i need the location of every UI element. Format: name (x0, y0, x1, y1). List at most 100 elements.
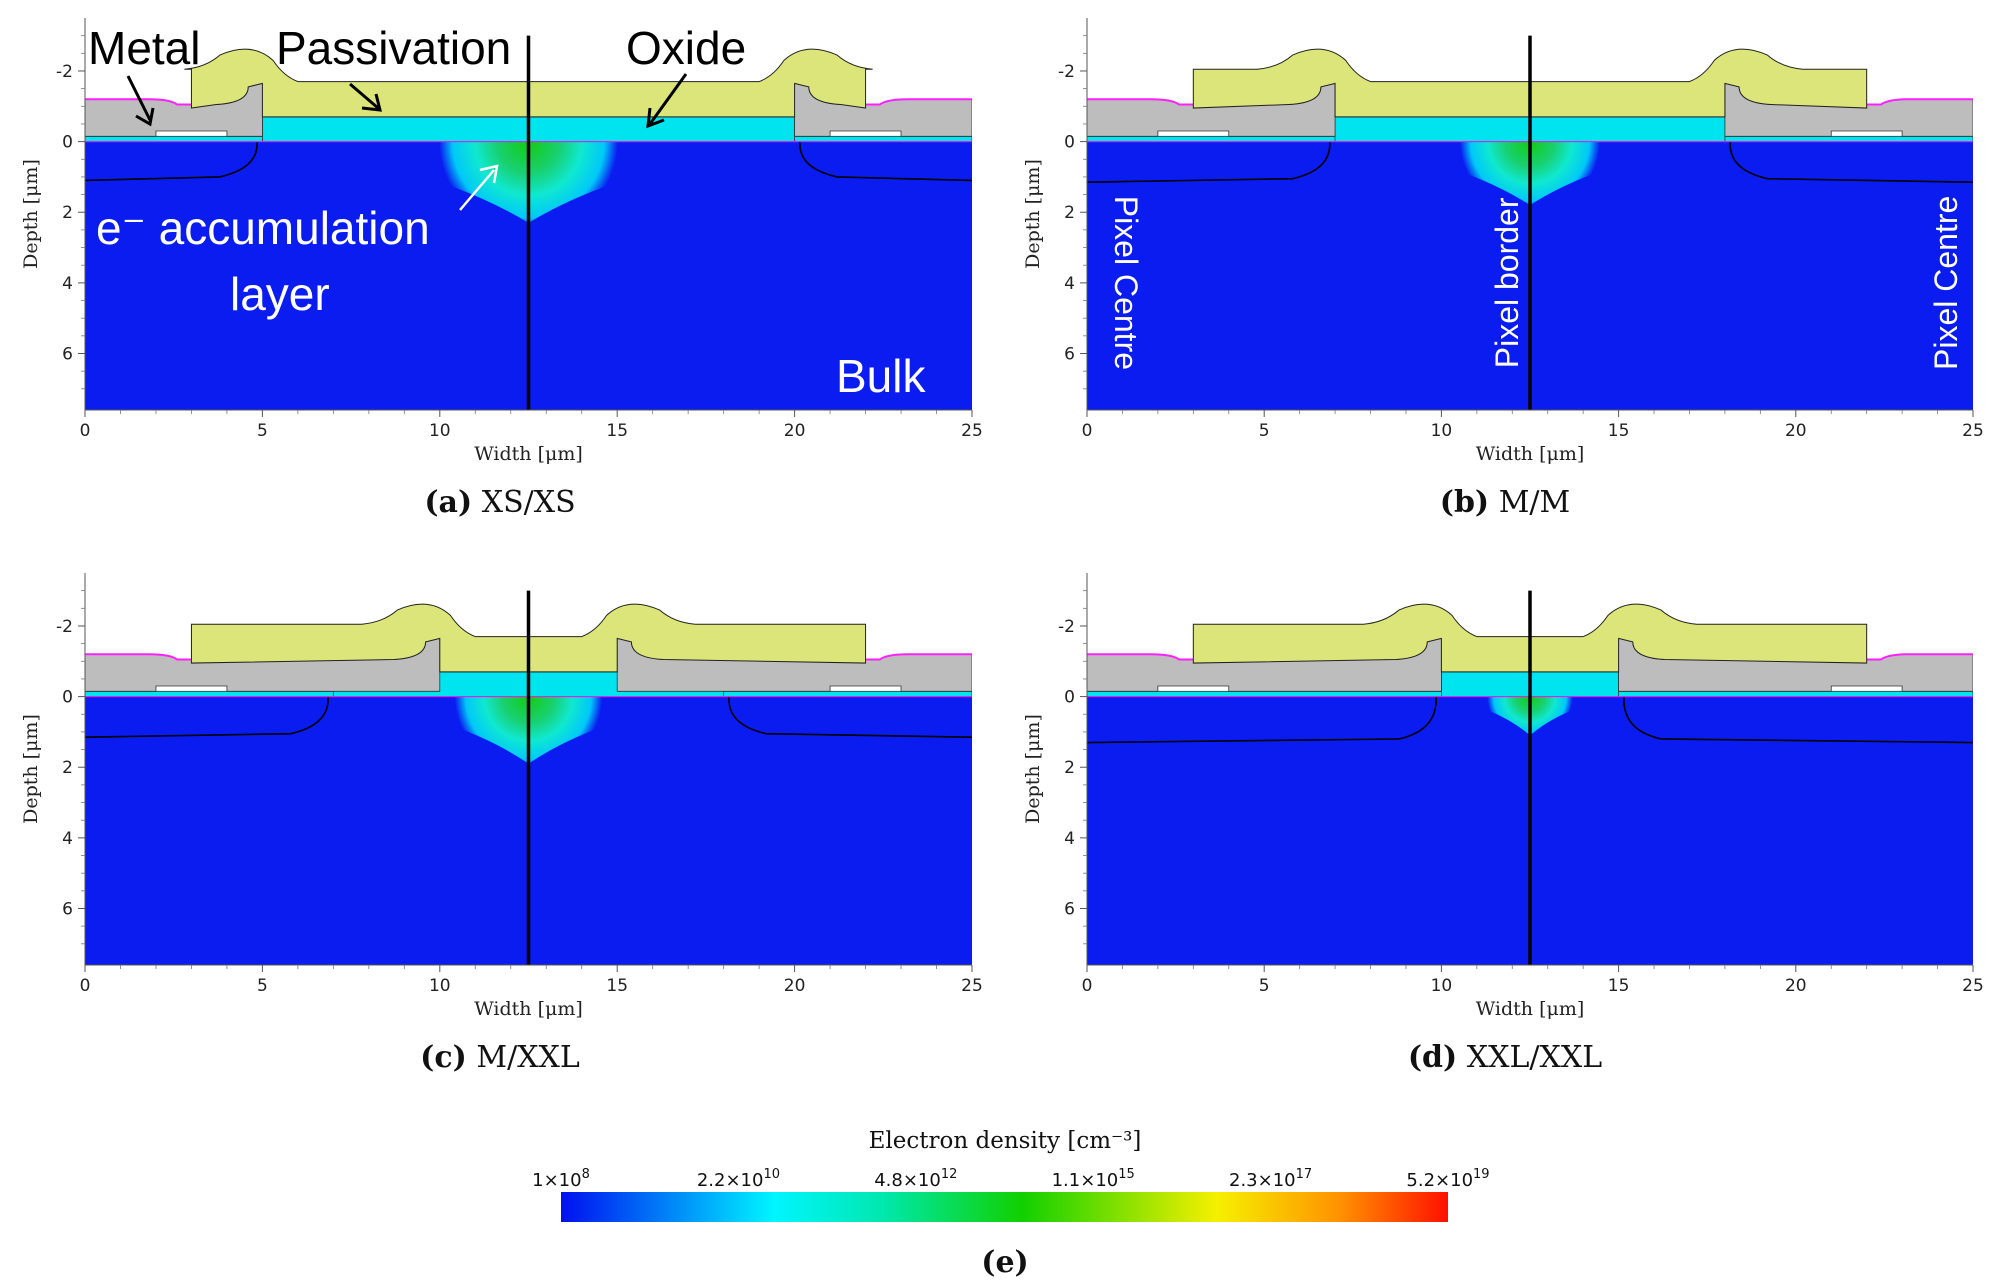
y-tick-label: 6 (1064, 344, 1075, 364)
y-tick-label: 0 (62, 688, 73, 708)
y-tick-label: 2 (1064, 203, 1075, 223)
label-pixel-centre-left: Pixel Centre (1108, 196, 1144, 370)
y-tick-label: 6 (62, 344, 73, 364)
metal-edge-right (865, 98, 972, 106)
colorbar-tick-label: 2.2×1010 (697, 1167, 780, 1191)
colorbar-tick-label: 5.2×1019 (1406, 1167, 1489, 1191)
metal-edge-right (1866, 98, 1973, 106)
x-tick-label: 0 (1082, 421, 1093, 441)
y-tick-label: 4 (1064, 829, 1075, 849)
y-tick-label: -2 (1058, 617, 1075, 637)
colorbar-tick-label: 2.3×1017 (1229, 1167, 1312, 1191)
x-tick-label: 10 (429, 976, 451, 996)
x-axis-label: Width [μm] (474, 443, 583, 465)
boundary-line-left (85, 141, 258, 182)
panel-d: 0 5 10 15 20 25 -2 0 2 4 6 Width [μm] Depth [μm] (1022, 573, 1984, 1020)
y-axis-label: Depth [μm] (20, 714, 42, 824)
label-oxide: Oxide (626, 22, 746, 74)
y-tick-label: 2 (1064, 758, 1075, 778)
y-tick-label: 0 (1064, 133, 1075, 153)
x-tick-label: 25 (961, 976, 983, 996)
boundary-line-right (728, 696, 972, 739)
caption-b: (b) M/M (1439, 485, 1571, 520)
colorbar-tick-label: 1×108 (532, 1167, 590, 1191)
x-tick-label: 25 (1962, 976, 1984, 996)
x-tick-label: 20 (1785, 976, 1807, 996)
y-tick-label: 4 (62, 829, 73, 849)
x-tick-label: 5 (257, 976, 268, 996)
label-passivation: Passivation (276, 22, 511, 74)
x-tick-label: 0 (80, 976, 91, 996)
boundary-line-right (799, 141, 972, 182)
x-tick-label: 25 (1962, 421, 1984, 441)
x-axis-label: Width [μm] (1476, 998, 1585, 1020)
metal-edge-right (1866, 653, 1973, 661)
boundary-line-right (1729, 141, 1973, 184)
arrow-metal (126, 75, 155, 127)
y-axis-label: Depth [μm] (1022, 714, 1044, 824)
panel-c: 0 5 10 15 20 25 -2 0 2 4 6 Width [μm] Depth [μm] (20, 573, 983, 1020)
panel-a: 0 5 10 15 20 25 -2 0 2 4 6 Width [μm] Depth [μm] Meta… (20, 18, 983, 465)
y-tick-label: 2 (62, 203, 73, 223)
x-tick-label: 5 (257, 421, 268, 441)
x-tick-label: 25 (961, 421, 983, 441)
x-tick-label: 15 (606, 976, 628, 996)
metal-edge-right (865, 653, 972, 661)
caption-a: (a) XS/XS (424, 485, 576, 520)
boundary-line-left (85, 696, 329, 739)
arrow-passivation (349, 82, 382, 112)
metal-edge-left (85, 653, 192, 661)
y-tick-label: 4 (1064, 274, 1075, 294)
caption-d: (d) XXL/XXL (1407, 1040, 1603, 1075)
label-accumulation-line1: e⁻ accumulation (96, 202, 430, 254)
x-tick-label: 10 (1431, 421, 1453, 441)
metal-edge-left (85, 98, 192, 106)
x-tick-label: 15 (606, 421, 628, 441)
boundary-line-right (1623, 696, 1973, 744)
boundary-line-left (1087, 141, 1331, 184)
x-axis-label: Width [μm] (474, 998, 583, 1020)
x-tick-label: 10 (1431, 976, 1453, 996)
y-tick-label: 0 (62, 133, 73, 153)
boundary-line-left (1087, 696, 1437, 744)
metal-edge-left (1087, 653, 1194, 661)
y-axis-label: Depth [μm] (20, 159, 42, 269)
colorbar-tick-label: 1.1×1015 (1052, 1167, 1135, 1191)
y-tick-label: 0 (1064, 688, 1075, 708)
x-tick-label: 5 (1259, 421, 1270, 441)
x-tick-label: 0 (1082, 976, 1093, 996)
y-tick-label: 6 (1064, 899, 1075, 919)
y-tick-label: -2 (56, 617, 73, 637)
y-tick-label: 4 (62, 274, 73, 294)
label-metal: Metal (88, 22, 200, 74)
x-tick-label: 20 (784, 421, 806, 441)
x-tick-label: 0 (80, 421, 91, 441)
x-tick-label: 10 (429, 421, 451, 441)
colorbar-gradient (561, 1192, 1448, 1222)
y-axis-label: Depth [μm] (1022, 159, 1044, 269)
colorbar-title: Electron density [cm⁻³] (869, 1128, 1142, 1154)
x-tick-label: 20 (784, 976, 806, 996)
label-bulk: Bulk (836, 350, 926, 402)
x-tick-label: 15 (1608, 421, 1630, 441)
x-tick-label: 5 (1259, 976, 1270, 996)
x-axis-label: Width [μm] (1476, 443, 1585, 465)
label-pixel-centre-right: Pixel Centre (1928, 196, 1964, 370)
arrow-oxide (646, 73, 688, 129)
y-tick-label: -2 (1058, 62, 1075, 82)
x-tick-label: 15 (1608, 976, 1630, 996)
arrow-accumulation (459, 164, 499, 211)
x-tick-label: 20 (1785, 421, 1807, 441)
panel-b: 0 5 10 15 20 25 -2 0 2 4 6 Width [μm] Depth [μm] Pixe… (1022, 18, 1984, 465)
y-tick-label: 6 (62, 899, 73, 919)
metal-edge-left (1087, 98, 1194, 106)
label-accumulation-line2: layer (230, 268, 330, 320)
y-tick-label: 2 (62, 758, 73, 778)
caption-c: (c) M/XXL (420, 1040, 580, 1075)
colorbar: Electron density [cm⁻³] 1×108 2.2×1010 4.8… (532, 1128, 1490, 1222)
colorbar-tick-label: 4.8×1012 (874, 1167, 957, 1191)
label-pixel-border: Pixel border (1489, 197, 1525, 368)
y-tick-label: -2 (56, 62, 73, 82)
caption-e: (e) (981, 1245, 1029, 1280)
